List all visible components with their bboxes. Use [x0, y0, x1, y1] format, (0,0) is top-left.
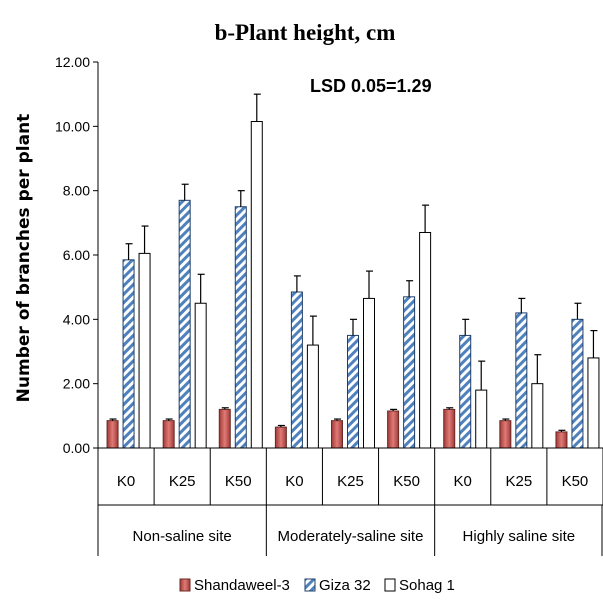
category-label: K25 — [169, 473, 196, 490]
legend-swatch — [179, 578, 191, 592]
y-tick-label: 0.00 — [63, 440, 90, 456]
legend-swatch — [304, 578, 316, 592]
y-axis-label: Number of branches per plant — [14, 114, 34, 403]
bars-layer — [106, 93, 600, 449]
bar — [571, 318, 584, 449]
bar — [274, 426, 287, 449]
legend: Shandaweel-3 Giza 32 Sohag 1 — [179, 577, 455, 594]
bar — [138, 252, 151, 449]
bar — [459, 334, 472, 449]
category-label: K25 — [337, 473, 364, 490]
group-label: Moderately-saline site — [278, 528, 424, 545]
y-tick-label: 10.00 — [55, 118, 90, 134]
bar — [443, 408, 456, 449]
category-label: K50 — [562, 473, 589, 490]
bar — [194, 302, 207, 449]
legend-label: Shandaweel-3 — [194, 577, 290, 594]
category-label: K0 — [454, 473, 472, 490]
bar — [499, 420, 512, 449]
category-label: K0 — [117, 473, 135, 490]
lsd-annotation: LSD 0.05=1.29 — [310, 76, 432, 96]
legend-label: Sohag 1 — [399, 577, 455, 594]
bar — [218, 408, 231, 449]
y-tick-label: 12.00 — [55, 54, 90, 70]
bar — [475, 389, 488, 449]
y-tick-label: 4.00 — [63, 311, 90, 327]
bar — [122, 259, 135, 449]
bar — [347, 334, 359, 449]
bar — [162, 420, 175, 449]
y-axis-ticks: 0.00 2.00 4.00 6.00 8.00 10.00 12.00 — [55, 54, 98, 456]
bar — [555, 431, 568, 449]
bar — [515, 312, 528, 449]
bar — [531, 383, 544, 449]
category-label: K50 — [393, 473, 420, 490]
legend-swatch — [384, 578, 396, 592]
bar — [250, 121, 263, 449]
category-axis: K0 K25 K50 K0 K25 K50 K0 K25 K50 Non-saline site M… — [97, 448, 603, 556]
bar — [387, 410, 400, 449]
category-label: K0 — [285, 473, 303, 490]
y-tick-label: 2.00 — [63, 376, 90, 392]
y-tick-label: 8.00 — [63, 183, 90, 199]
group-label: Non-saline site — [133, 528, 232, 545]
bar — [403, 296, 416, 449]
bar — [306, 344, 319, 449]
y-tick-label: 6.00 — [63, 247, 90, 263]
bar — [331, 420, 343, 449]
bar — [106, 420, 119, 449]
bar — [290, 291, 303, 449]
chart-title: b-Plant height, cm — [215, 20, 396, 45]
bar — [587, 357, 600, 449]
bar — [178, 199, 191, 449]
category-label: K25 — [505, 473, 532, 490]
bar — [419, 231, 432, 449]
bar — [363, 297, 375, 449]
axes-layer — [97, 62, 603, 449]
bar — [234, 206, 247, 449]
legend-label: Giza 32 — [319, 577, 371, 594]
category-label: K50 — [225, 473, 252, 490]
group-label: Highly saline site — [463, 528, 576, 545]
